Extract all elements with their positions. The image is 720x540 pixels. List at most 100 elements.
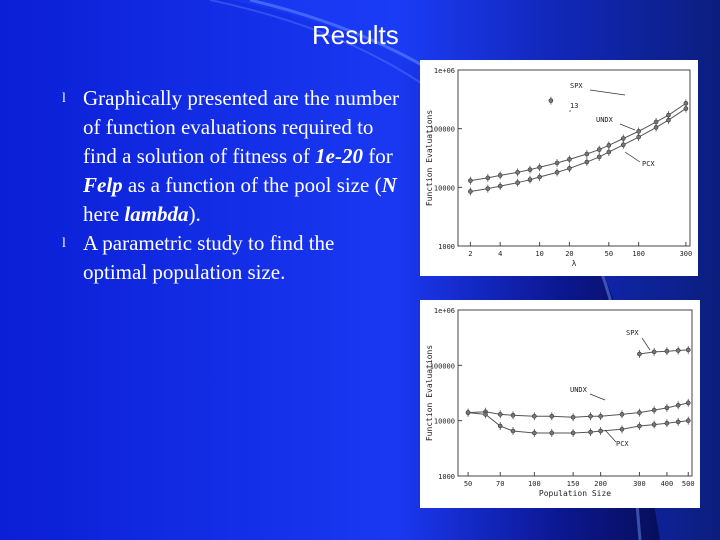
population-chart-svg: 1e+06 100000 10000 1000 50 70 100 150 200 300 400 5… (425, 307, 695, 498)
data-point (598, 413, 603, 419)
data-point (497, 423, 503, 429)
data-point (636, 134, 641, 140)
data-point (619, 426, 625, 432)
data-point (554, 160, 560, 166)
data-point (598, 428, 603, 434)
x-tick-label: 500 (682, 480, 695, 488)
data-point (653, 125, 659, 130)
data-point (570, 430, 576, 436)
x-tick-label: 50 (464, 480, 472, 488)
bullet-marker: l (62, 91, 66, 106)
data-point (468, 189, 473, 194)
x-tick-label: 100 (632, 250, 645, 258)
lambda-chart-svg: 1e+06 100000 10000 1000 2 4 10 20 50 100 300 Functi… (425, 67, 693, 268)
series-line-spx (639, 349, 689, 355)
data-point (666, 117, 671, 123)
data-point (497, 412, 503, 417)
y-tick-label: 1e+06 (434, 67, 455, 75)
x-tick-label: 50 (605, 250, 613, 258)
x-tick-label: 200 (594, 480, 607, 488)
annotation-pointer (604, 429, 617, 443)
data-point (584, 151, 590, 157)
y-axis-label: Function Evaluations (425, 110, 434, 207)
x-tick-label: 10 (535, 250, 543, 258)
bullet-item: l A parametric study to find the optimal… (62, 231, 335, 284)
annotation-label: 13 (570, 102, 578, 110)
bullet-marker: l (62, 236, 66, 251)
series-line-pcx (470, 108, 687, 192)
y-tick-label: 1000 (438, 243, 455, 251)
data-point (584, 159, 590, 165)
x-tick-label: 150 (567, 480, 580, 488)
x-tick-label: 300 (680, 250, 693, 258)
data-point (497, 183, 503, 189)
annotation-label: PCX (642, 160, 655, 168)
x-tick-label: 20 (565, 250, 573, 258)
series-line-undx (470, 102, 687, 182)
data-point (515, 180, 520, 185)
data-point (675, 402, 681, 408)
slide-title: Results (312, 20, 399, 50)
x-axis-label: λ (572, 259, 577, 268)
x-axis-label: Population Size (539, 489, 611, 498)
data-point (527, 167, 533, 172)
data-point (637, 423, 642, 429)
data-point (664, 420, 670, 426)
data-point (596, 147, 602, 152)
data-point (651, 422, 657, 427)
annotation-pointer (589, 393, 606, 401)
data-point (485, 186, 491, 191)
x-tick-label: 2 (468, 250, 472, 258)
data-point (548, 98, 554, 103)
bullet-item: l Graphically presented are the number o… (62, 86, 400, 226)
data-point (637, 351, 642, 357)
data-point (570, 415, 576, 420)
annotation-pointer (624, 151, 641, 163)
data-point (485, 175, 491, 181)
data-point (621, 142, 626, 148)
data-point (664, 348, 670, 354)
data-point (537, 174, 542, 180)
data-point (651, 349, 657, 355)
annotation-pointer (641, 337, 651, 351)
data-point (527, 177, 533, 182)
data-point (588, 413, 593, 419)
data-point (637, 410, 642, 415)
lambda-chart: 1e+06 100000 10000 1000 2 4 10 20 50 100 300 Functi… (420, 60, 698, 276)
data-point (651, 407, 657, 413)
data-point (515, 170, 520, 175)
x-tick-label: 4 (498, 250, 502, 258)
x-tick-label: 300 (633, 480, 646, 488)
annotation-label: SPX (626, 329, 639, 337)
population-size-chart: 1e+06 100000 10000 1000 50 70 100 150 200 300 400 5… (420, 300, 700, 508)
y-tick-label: 100000 (430, 362, 455, 370)
x-tick-label: 70 (496, 480, 504, 488)
y-tick-label: 10000 (434, 184, 455, 192)
data-point (685, 400, 691, 406)
data-point (596, 154, 602, 160)
y-axis-label: Function Evaluations (425, 345, 434, 442)
data-point (685, 418, 691, 423)
data-point (664, 405, 670, 411)
annotation-label: SPX (570, 82, 583, 90)
bullet-list: l Graphically presented are the number o… (62, 84, 402, 287)
annotation-label: PCX (616, 440, 629, 448)
annotation-label: UNDX (570, 386, 588, 394)
data-point (532, 413, 537, 419)
data-point (510, 413, 516, 418)
data-point (465, 410, 471, 415)
annotation-label: UNDX (596, 116, 614, 124)
data-point (468, 178, 473, 183)
data-point (621, 136, 626, 141)
data-point (567, 166, 572, 171)
data-point (549, 413, 555, 419)
x-tick-label: 400 (661, 480, 674, 488)
data-point (549, 430, 555, 436)
data-point (497, 173, 503, 178)
data-point (619, 412, 625, 417)
y-tick-label: 100000 (430, 126, 455, 134)
data-point (685, 347, 691, 353)
data-point (537, 164, 542, 170)
y-tick-label: 10000 (434, 418, 455, 426)
data-point (606, 149, 612, 155)
